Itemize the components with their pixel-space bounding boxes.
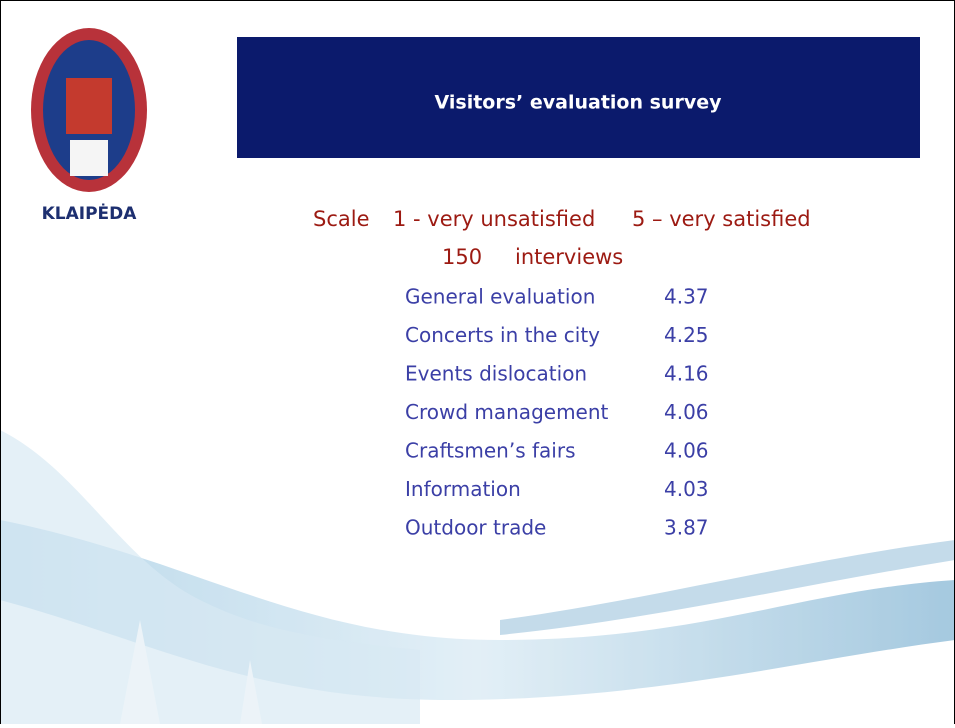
row-value: 4.06 xyxy=(664,439,709,463)
row-value: 4.16 xyxy=(664,362,709,386)
title: Visitors’ evaluation survey xyxy=(435,92,723,114)
row-label: Information xyxy=(405,477,521,501)
row-label: Craftsmen’s fairs xyxy=(405,439,576,463)
row-label: General evaluation xyxy=(405,285,595,309)
row-value: 4.06 xyxy=(664,400,709,424)
row-value: 3.87 xyxy=(664,516,709,540)
row-label: Crowd management xyxy=(405,400,609,424)
row-value: 4.25 xyxy=(664,323,709,347)
interview-label: interviews xyxy=(515,245,623,269)
row-label: Events dislocation xyxy=(405,362,587,386)
interview-count: 150 xyxy=(442,245,482,269)
row-label: Concerts in the city xyxy=(405,323,600,347)
row-value: 4.37 xyxy=(664,285,709,309)
scale-high: 5 – very satisfied xyxy=(632,207,811,231)
scale-label: Scale xyxy=(313,207,370,231)
row-value: 4.03 xyxy=(664,477,709,501)
row-label: Outdoor trade xyxy=(405,516,546,540)
scale-low: 1 - very unsatisfied xyxy=(393,207,595,231)
slide: KLAIPĖDA Visitors’ evaluation survey Sca… xyxy=(0,0,955,724)
logo-text: KLAIPĖDA xyxy=(42,202,138,224)
